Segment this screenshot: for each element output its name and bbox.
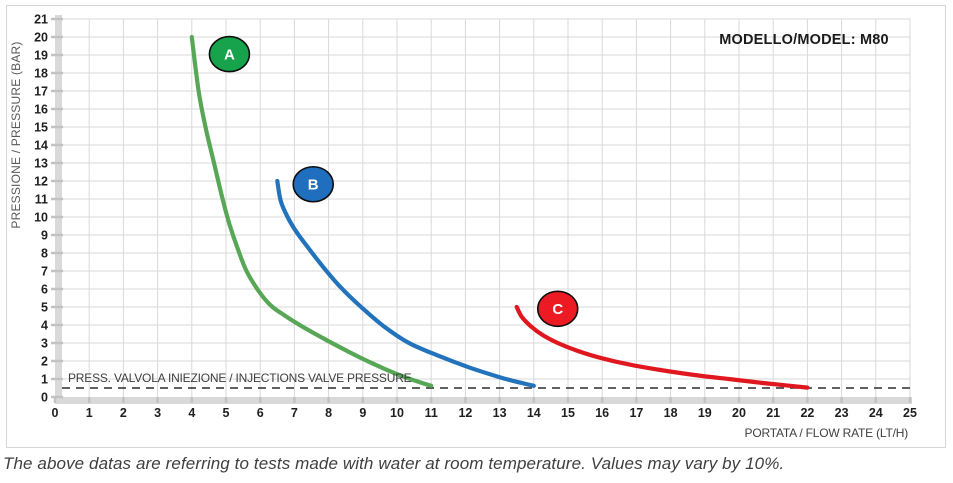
x-tick-label: 12: [458, 406, 472, 420]
y-tick-label: 4: [41, 319, 48, 333]
badge-letter-C: C: [552, 301, 563, 318]
y-tick-label: 20: [34, 31, 48, 45]
x-tick-label: 19: [698, 406, 712, 420]
gridlines: [62, 18, 911, 397]
curve-badge-B: [292, 165, 335, 203]
x-axis-bar: [55, 397, 912, 404]
footnote: The above datas are referring to tests m…: [3, 454, 785, 473]
injection-valve-pressure-label: PRESS. VALVOLA INIEZIONE / INJECTIONS VA…: [68, 371, 412, 385]
x-tick-label: 17: [629, 406, 643, 420]
x-tick-label: 3: [154, 406, 161, 420]
x-tick-label: 8: [325, 406, 332, 420]
curve-badge-C: [536, 290, 579, 328]
axes: [51, 15, 912, 404]
y-tick-label: 13: [34, 157, 48, 171]
y-tick-label: 15: [34, 121, 48, 135]
y-axis-bar: [55, 15, 62, 404]
badge-letter-A: A: [224, 46, 235, 63]
y-tick-label: 9: [41, 229, 48, 243]
y-tick-label: 19: [34, 49, 48, 63]
x-tick-label: 1: [86, 406, 93, 420]
y-tick-label: 2: [41, 355, 48, 369]
x-tick-label: 6: [257, 406, 264, 420]
x-tick-label: 9: [359, 406, 366, 420]
y-tick-label: 16: [34, 103, 48, 117]
x-tick-label: 11: [425, 406, 438, 420]
x-tick-label: 5: [223, 406, 230, 420]
y-tick-label: 1: [41, 373, 48, 387]
x-tick-label: 0: [52, 406, 59, 420]
y-tick-label: 21: [34, 13, 48, 27]
y-tick-label: 17: [34, 85, 48, 99]
y-tick-label: 11: [35, 193, 48, 207]
x-tick-label: 10: [390, 406, 404, 420]
model-title: MODELLO/MODEL: M80: [719, 32, 889, 48]
chart-frame: [6, 5, 946, 448]
x-tick-label: 7: [291, 406, 298, 420]
x-tick-label: 18: [664, 406, 678, 420]
y-tick-label: 0: [41, 391, 48, 405]
curve-A: [189, 34, 434, 388]
curves: [189, 34, 810, 390]
curve-badge-A: [208, 35, 251, 73]
curve-badges: A B C: [208, 35, 579, 328]
x-tick-label: 20: [732, 406, 746, 420]
x-tick-label: 22: [800, 406, 814, 420]
x-tick-label: 24: [869, 406, 883, 420]
y-tick-label: 6: [41, 283, 48, 297]
x-tick-label: 23: [835, 406, 849, 420]
badge-letter-B: B: [308, 176, 319, 193]
y-axis-title: PRESSIONE / PRESSURE (BAR): [9, 41, 23, 228]
x-tick-label: 2: [120, 406, 127, 420]
y-tick-label: 3: [41, 337, 48, 351]
y-tick-label: 8: [41, 247, 48, 261]
tick-labels: 0 1 2 3 4 5 6 7 8 9 10 11 12 13 14 15 16 17 18 19 20 21 22 23 24…: [34, 13, 917, 421]
x-axis-title: PORTATA / FLOW RATE (LT/H): [745, 426, 909, 440]
x-tick-label: 13: [493, 406, 507, 420]
x-tick-label: 16: [595, 406, 609, 420]
x-tick-label: 21: [766, 406, 780, 420]
y-tick-label: 12: [34, 175, 48, 189]
y-tick-label: 7: [41, 265, 48, 279]
x-tick-label: 4: [188, 406, 195, 420]
y-tick-label: 18: [34, 67, 48, 81]
y-tick-label: 10: [34, 211, 48, 225]
curve-B: [275, 178, 536, 388]
y-tick-label: 14: [34, 139, 48, 153]
chart-canvas: ABC 0 1 2 3 4 5 6 7 8 9 10 11 12 13 14 15 16 17 18 19 20 21 22…: [6, 5, 946, 448]
x-tick-label: 15: [561, 406, 575, 420]
x-tick-label: 14: [527, 406, 541, 420]
curve-C: [514, 304, 810, 390]
y-tick-label: 5: [41, 301, 48, 315]
x-tick-label: 25: [903, 406, 917, 420]
